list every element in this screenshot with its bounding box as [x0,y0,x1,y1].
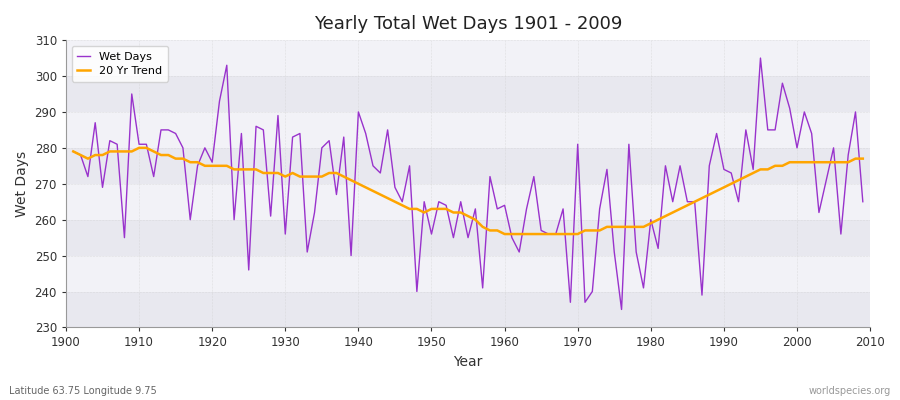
Wet Days [587,289,598,294]
20 Yr Trend [858,156,868,161]
X-axis label: Year: Year [454,355,482,369]
20 Yr Trend [294,174,305,179]
20 Yr Trend [134,146,145,150]
Bar [66,76,870,112]
20 Yr Trend [338,174,349,179]
20 Yr Trend [507,232,517,236]
Bar [66,148,870,184]
Bar [66,220,870,256]
Line: Wet Days: Wet Days [73,58,863,310]
Text: Latitude 63.75 Longitude 9.75: Latitude 63.75 Longitude 9.75 [9,386,157,396]
Wet Days [126,92,137,96]
Wet Days [858,199,868,204]
Bar [66,256,870,292]
Legend: Wet Days, 20 Yr Trend: Wet Days, 20 Yr Trend [71,46,168,82]
20 Yr Trend [514,232,525,236]
Wet Days [500,203,510,208]
Wet Days [68,149,78,154]
20 Yr Trend [500,232,510,236]
Wet Days [492,206,503,211]
Bar [66,292,870,328]
20 Yr Trend [601,224,612,229]
Bar [66,112,870,148]
20 Yr Trend [68,149,78,154]
Line: 20 Yr Trend: 20 Yr Trend [73,148,863,234]
Y-axis label: Wet Days: Wet Days [15,151,29,217]
Wet Days [287,135,298,140]
Title: Yearly Total Wet Days 1901 - 2009: Yearly Total Wet Days 1901 - 2009 [314,15,622,33]
Text: worldspecies.org: worldspecies.org [809,386,891,396]
Bar [66,184,870,220]
Bar [66,40,870,76]
20 Yr Trend [126,149,137,154]
Wet Days [331,192,342,197]
Wet Days [755,56,766,60]
Wet Days [616,307,627,312]
